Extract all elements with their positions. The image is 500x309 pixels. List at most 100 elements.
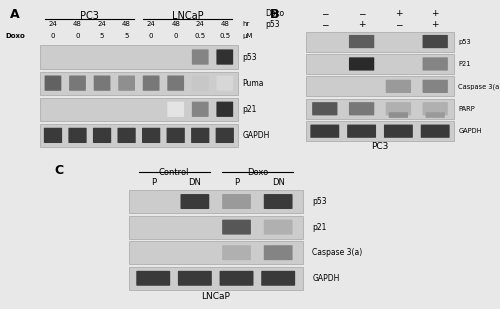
Text: GAPDH: GAPDH: [242, 131, 270, 140]
FancyBboxPatch shape: [118, 75, 135, 91]
FancyBboxPatch shape: [422, 102, 448, 115]
FancyBboxPatch shape: [388, 112, 408, 118]
Text: 0.5: 0.5: [219, 33, 230, 40]
FancyBboxPatch shape: [178, 271, 212, 286]
Text: DN: DN: [188, 178, 202, 187]
Text: Puma: Puma: [242, 79, 264, 88]
FancyBboxPatch shape: [349, 102, 374, 115]
Text: A: A: [10, 8, 20, 21]
FancyBboxPatch shape: [264, 194, 292, 209]
Text: 48: 48: [122, 21, 131, 27]
FancyBboxPatch shape: [349, 35, 374, 48]
Text: 0: 0: [174, 33, 178, 40]
Text: P21: P21: [458, 61, 470, 67]
Text: 0: 0: [149, 33, 154, 40]
Text: +: +: [394, 9, 402, 18]
FancyBboxPatch shape: [44, 128, 62, 143]
Bar: [128, 241, 302, 264]
Text: 0: 0: [76, 33, 80, 40]
Text: Control: Control: [159, 168, 190, 177]
Text: P: P: [234, 178, 239, 187]
Bar: [128, 190, 302, 213]
Text: Caspase 3(a): Caspase 3(a): [458, 83, 500, 90]
FancyBboxPatch shape: [192, 75, 208, 91]
Text: PC3: PC3: [80, 11, 99, 21]
Text: PC3: PC3: [372, 142, 388, 151]
Text: LNCaP: LNCaP: [172, 11, 204, 21]
Text: −: −: [394, 20, 402, 29]
Text: Doxo: Doxo: [265, 9, 284, 18]
FancyBboxPatch shape: [422, 80, 448, 93]
FancyBboxPatch shape: [216, 128, 234, 143]
FancyBboxPatch shape: [310, 125, 339, 138]
Text: Doxo: Doxo: [5, 33, 25, 40]
FancyBboxPatch shape: [69, 75, 86, 91]
FancyBboxPatch shape: [422, 35, 448, 48]
FancyBboxPatch shape: [136, 271, 170, 286]
FancyBboxPatch shape: [264, 245, 292, 260]
FancyBboxPatch shape: [143, 75, 160, 91]
FancyBboxPatch shape: [216, 75, 233, 91]
Text: p53: p53: [242, 53, 258, 61]
Bar: [40, 45, 237, 69]
FancyBboxPatch shape: [222, 220, 251, 235]
FancyBboxPatch shape: [386, 102, 411, 115]
FancyBboxPatch shape: [192, 102, 208, 117]
Text: p21: p21: [242, 105, 257, 114]
FancyBboxPatch shape: [386, 80, 411, 93]
Text: p53: p53: [458, 39, 471, 44]
FancyBboxPatch shape: [93, 128, 111, 143]
Bar: [306, 99, 454, 119]
Text: 48: 48: [172, 21, 180, 27]
Text: P: P: [150, 178, 156, 187]
Bar: [40, 98, 237, 121]
Text: Caspase 3(a): Caspase 3(a): [312, 248, 362, 257]
Text: p53: p53: [312, 197, 327, 206]
FancyBboxPatch shape: [220, 271, 254, 286]
FancyBboxPatch shape: [347, 125, 376, 138]
FancyBboxPatch shape: [192, 49, 208, 65]
FancyBboxPatch shape: [168, 102, 184, 117]
Text: B: B: [270, 8, 279, 21]
FancyBboxPatch shape: [312, 102, 338, 115]
Text: −: −: [321, 9, 328, 18]
Text: 48: 48: [73, 21, 82, 27]
FancyBboxPatch shape: [349, 57, 374, 70]
FancyBboxPatch shape: [384, 125, 413, 138]
Text: 0.5: 0.5: [194, 33, 206, 40]
Text: 24: 24: [48, 21, 58, 27]
FancyBboxPatch shape: [216, 49, 233, 65]
Text: GAPDH: GAPDH: [458, 128, 481, 134]
Text: GAPDH: GAPDH: [312, 274, 340, 283]
FancyBboxPatch shape: [94, 75, 110, 91]
Text: Doxo: Doxo: [246, 168, 268, 177]
FancyBboxPatch shape: [168, 75, 184, 91]
Bar: [306, 32, 454, 52]
Bar: [306, 121, 454, 141]
Text: 24: 24: [147, 21, 156, 27]
Text: 24: 24: [98, 21, 106, 27]
Text: p21: p21: [312, 222, 327, 232]
FancyBboxPatch shape: [261, 271, 295, 286]
Text: p53: p53: [265, 20, 280, 29]
Text: 48: 48: [220, 21, 229, 27]
FancyBboxPatch shape: [222, 194, 251, 209]
Text: 24: 24: [196, 21, 204, 27]
Bar: [40, 72, 237, 95]
FancyBboxPatch shape: [180, 194, 210, 209]
FancyBboxPatch shape: [166, 128, 185, 143]
Text: +: +: [358, 20, 366, 29]
Text: −: −: [321, 20, 328, 29]
FancyBboxPatch shape: [222, 245, 251, 260]
Text: 0: 0: [50, 33, 55, 40]
Bar: [306, 54, 454, 74]
Bar: [306, 76, 454, 96]
Text: hr: hr: [242, 21, 250, 27]
Text: C: C: [54, 163, 63, 176]
Text: LNCaP: LNCaP: [202, 292, 230, 302]
Text: DN: DN: [272, 178, 284, 187]
Text: 5: 5: [124, 33, 129, 40]
FancyBboxPatch shape: [191, 128, 210, 143]
FancyBboxPatch shape: [44, 75, 62, 91]
FancyBboxPatch shape: [68, 128, 86, 143]
